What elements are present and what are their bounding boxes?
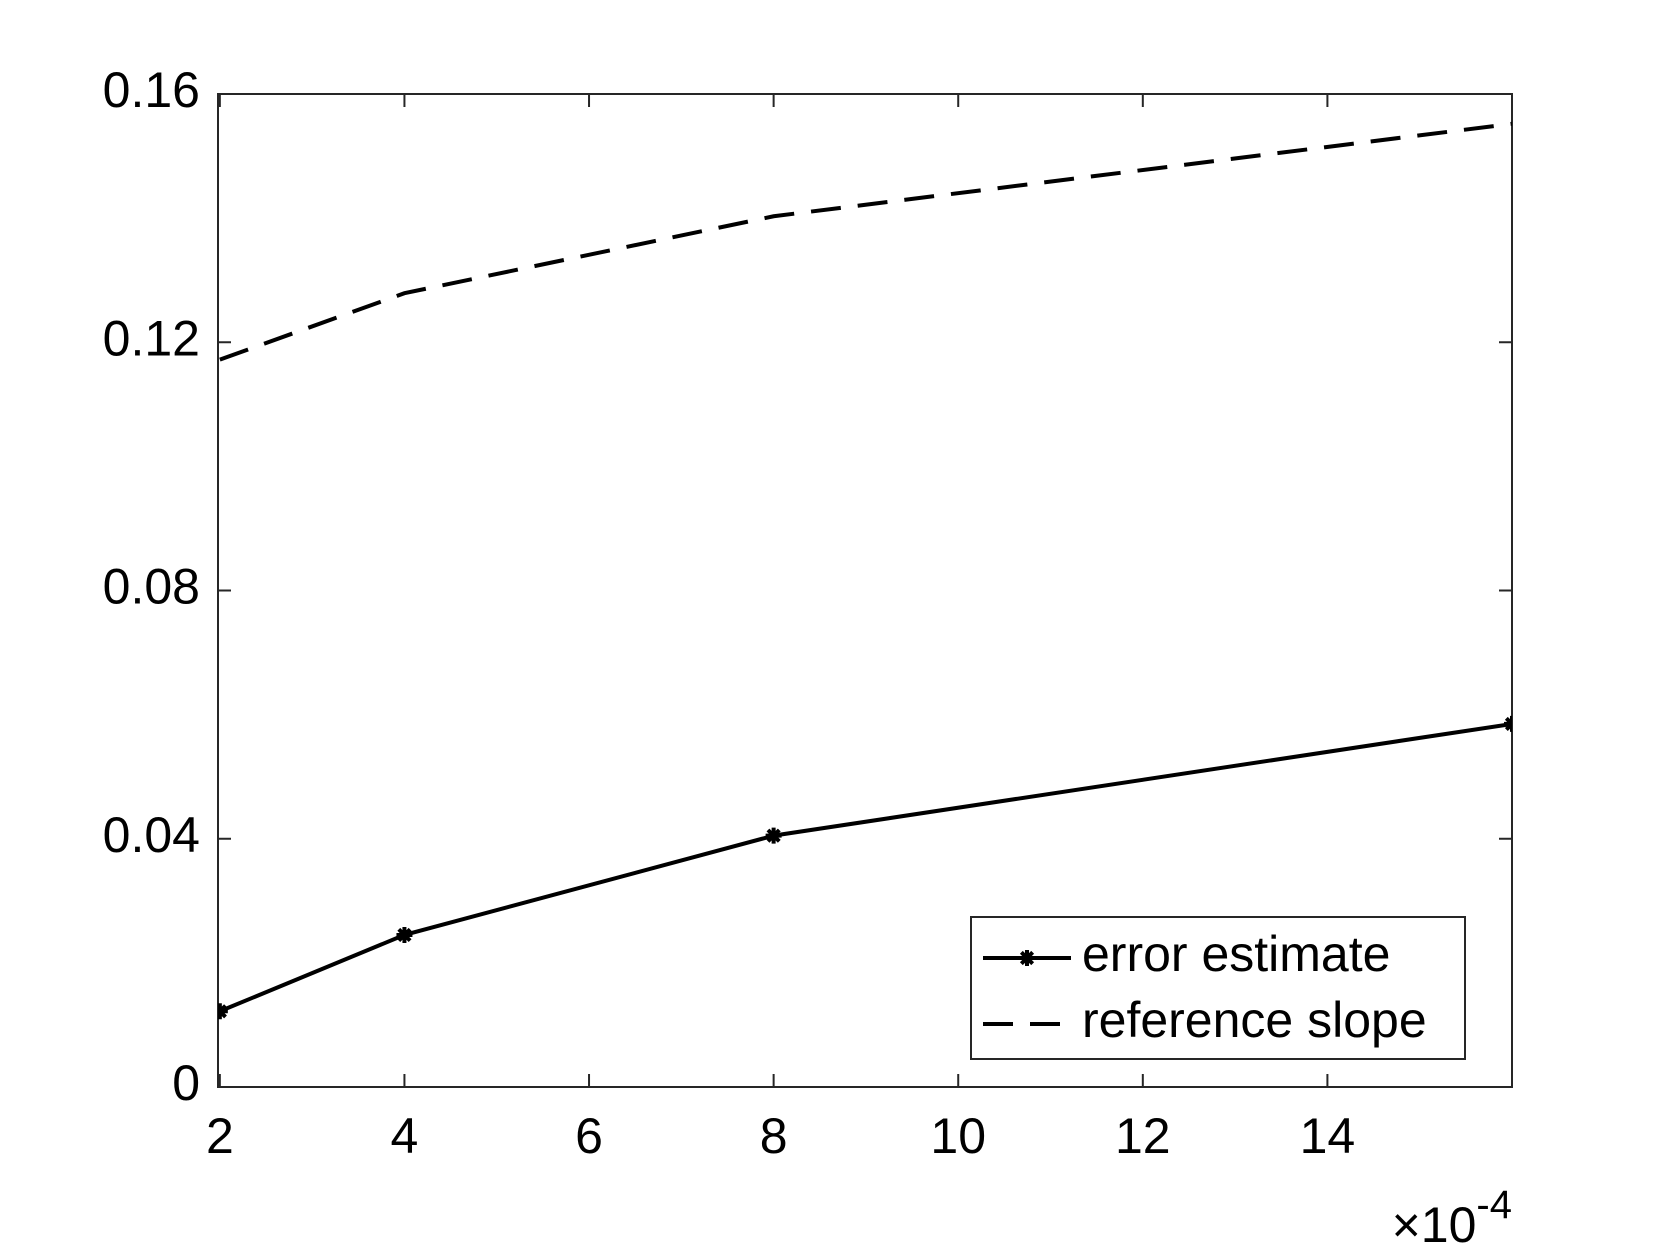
marker <box>396 926 413 943</box>
legend-marker <box>1019 950 1035 966</box>
marker <box>1504 715 1512 732</box>
legend-label: error estimate <box>1082 926 1390 982</box>
marker <box>218 1003 228 1020</box>
x-tick-label: 10 <box>930 1108 986 1164</box>
y-tick-label: 0.12 <box>103 310 200 366</box>
series-line <box>219 121 1512 362</box>
x-tick-label: 12 <box>1115 1108 1171 1164</box>
x-multiplier-exponent: -4 <box>1476 1183 1512 1227</box>
x-multiplier: ×10-4 <box>1392 1183 1512 1246</box>
plot-lines <box>218 121 1512 1020</box>
y-tick-label: 0.04 <box>103 807 200 863</box>
x-tick-label: 6 <box>575 1108 603 1164</box>
x-multiplier-base: ×10 <box>1392 1197 1477 1246</box>
series-line <box>219 721 1512 1014</box>
x-tick-label: 14 <box>1300 1108 1356 1164</box>
y-tick-label: 0.08 <box>103 559 200 615</box>
x-tick-label: 4 <box>391 1108 419 1164</box>
y-tick-label: 0 <box>172 1055 200 1111</box>
y-tick-label: 0.16 <box>103 62 200 118</box>
x-tick-label: 8 <box>760 1108 788 1164</box>
x-tick-label: 2 <box>206 1108 234 1164</box>
legend-label: reference slope <box>1082 992 1427 1048</box>
legend-box <box>970 916 1466 1060</box>
marker <box>765 827 782 844</box>
